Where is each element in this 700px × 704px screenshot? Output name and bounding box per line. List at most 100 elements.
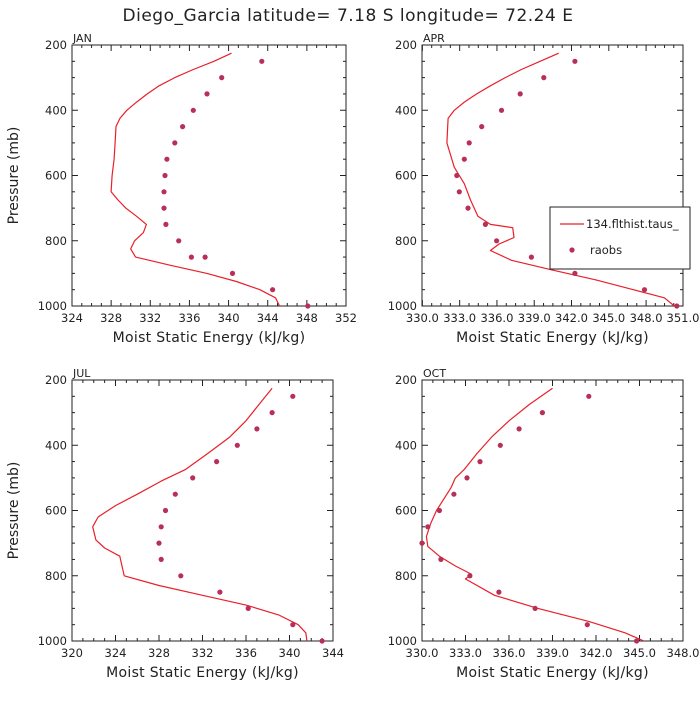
raobs-point (516, 426, 522, 432)
raobs-point (217, 589, 223, 595)
x-tick-label: 339.0 (518, 311, 551, 325)
raobs-point (517, 91, 523, 97)
raobs-point (290, 622, 296, 628)
x-axis-title: Moist Static Energy (kJ/kg) (456, 665, 649, 681)
plot-area (446, 52, 675, 306)
raobs-point (162, 172, 168, 179)
y-tick-label: 400 (45, 103, 67, 117)
raobs-point (572, 270, 578, 276)
x-tick-label: 328 (148, 646, 170, 660)
raobs-point (497, 442, 503, 448)
x-tick-label: 345.0 (592, 311, 625, 325)
y-axis-title: Pressure (mb) (6, 462, 22, 560)
y-tick-label: 400 (395, 103, 417, 117)
y-tick-label: 1000 (388, 634, 417, 648)
plot-frame (71, 44, 347, 307)
raobs-point (586, 393, 592, 399)
x-tick-label: 332 (192, 646, 214, 660)
raobs-point (172, 491, 178, 497)
raobs-point (641, 287, 648, 293)
y-tick-label: 800 (395, 569, 417, 583)
x-tick-label: 328 (100, 311, 122, 325)
raobs-point (162, 507, 169, 514)
raobs-point (572, 58, 578, 64)
raobs-point (539, 410, 546, 416)
raobs-point (178, 573, 184, 579)
raobs-point (438, 556, 444, 563)
raobs-point (234, 442, 240, 448)
x-tick-label: 339.0 (536, 646, 569, 660)
y-tick-label: 800 (45, 234, 67, 248)
raobs-point (214, 459, 220, 465)
x-axis-title: Moist Static Energy (kJ/kg) (113, 330, 306, 346)
raobs-point (419, 540, 425, 546)
x-tick-label: 342.0 (580, 646, 613, 660)
x-tick-label: 340 (218, 311, 240, 325)
model-profile-line (110, 52, 281, 306)
raobs-point (161, 189, 167, 195)
y-tick-label: 200 (45, 373, 67, 387)
plot-area (425, 387, 645, 641)
x-tick-label: 344 (322, 646, 344, 660)
raobs-point (156, 540, 162, 546)
raobs-point (188, 254, 194, 260)
y-tick-label: 200 (45, 38, 67, 52)
x-tick-label: 320 (61, 646, 83, 660)
y-tick-label: 1000 (388, 299, 417, 313)
x-tick-label: 324 (105, 646, 127, 660)
raobs-point (467, 573, 473, 579)
x-axis-title: Moist Static Energy (kJ/kg) (106, 665, 299, 681)
raobs-point (456, 189, 462, 195)
y-axis-title: Pressure (mb) (6, 127, 22, 225)
raobs-point (190, 475, 196, 481)
x-tick-label: 351.0 (667, 311, 700, 325)
raobs-point (163, 221, 169, 227)
x-tick-label: 333.0 (449, 646, 482, 660)
raobs-point (229, 270, 236, 276)
raobs-point (494, 238, 500, 244)
x-tick-label: 345.0 (623, 646, 656, 660)
raobs-point (245, 605, 251, 612)
raobs-point (674, 303, 680, 309)
panel-apr: APR 330.0 333.0 336.0 339.0 342.0 345.0 348.0 35… (388, 32, 700, 346)
x-tick-label: 336 (235, 646, 257, 660)
raobs-point (498, 107, 505, 113)
x-tick-label: 336.0 (493, 646, 526, 660)
raobs-point (634, 638, 640, 644)
raobs-point (269, 410, 275, 416)
raobs-point (172, 140, 178, 146)
raobs-point (482, 221, 488, 227)
panel-jan: JAN 324 328 332 336 340 344 348 352 200 400 600 800 1… (6, 32, 357, 346)
y-tick-label: 400 (45, 438, 67, 452)
panel-oct: OCT 330.0 333.0 336.0 339.0 342.0 345.0 348.0 20… (388, 367, 700, 681)
raobs-point (479, 124, 485, 130)
panel-label: APR (423, 32, 445, 45)
raobs-point (202, 254, 208, 260)
x-tick-label: 348 (296, 311, 318, 325)
x-tick-label: 352 (335, 311, 357, 325)
raobs-point (465, 205, 471, 211)
y-tick-label: 600 (395, 169, 417, 183)
raobs-point (290, 393, 296, 399)
x-tick-label: 333.0 (443, 311, 476, 325)
panel-label: OCT (423, 367, 446, 380)
y-tick-label: 800 (395, 234, 417, 248)
legend-label-raobs: raobs (590, 243, 622, 257)
y-tick-label: 400 (395, 438, 417, 452)
model-profile-line (425, 387, 645, 641)
x-tick-label: 348.0 (667, 646, 700, 660)
plot-area (92, 387, 308, 641)
raobs-point (161, 205, 167, 211)
x-tick-label: 330.0 (406, 646, 439, 660)
y-tick-label: 1000 (38, 634, 67, 648)
panel-label: JUL (72, 367, 91, 380)
raobs-point (319, 638, 325, 644)
raobs-point (454, 172, 460, 179)
raobs-point (219, 75, 225, 81)
x-tick-label: 336.0 (480, 311, 513, 325)
y-tick-label: 200 (395, 373, 417, 387)
raobs-point (190, 107, 196, 113)
plot-frame (71, 379, 334, 642)
